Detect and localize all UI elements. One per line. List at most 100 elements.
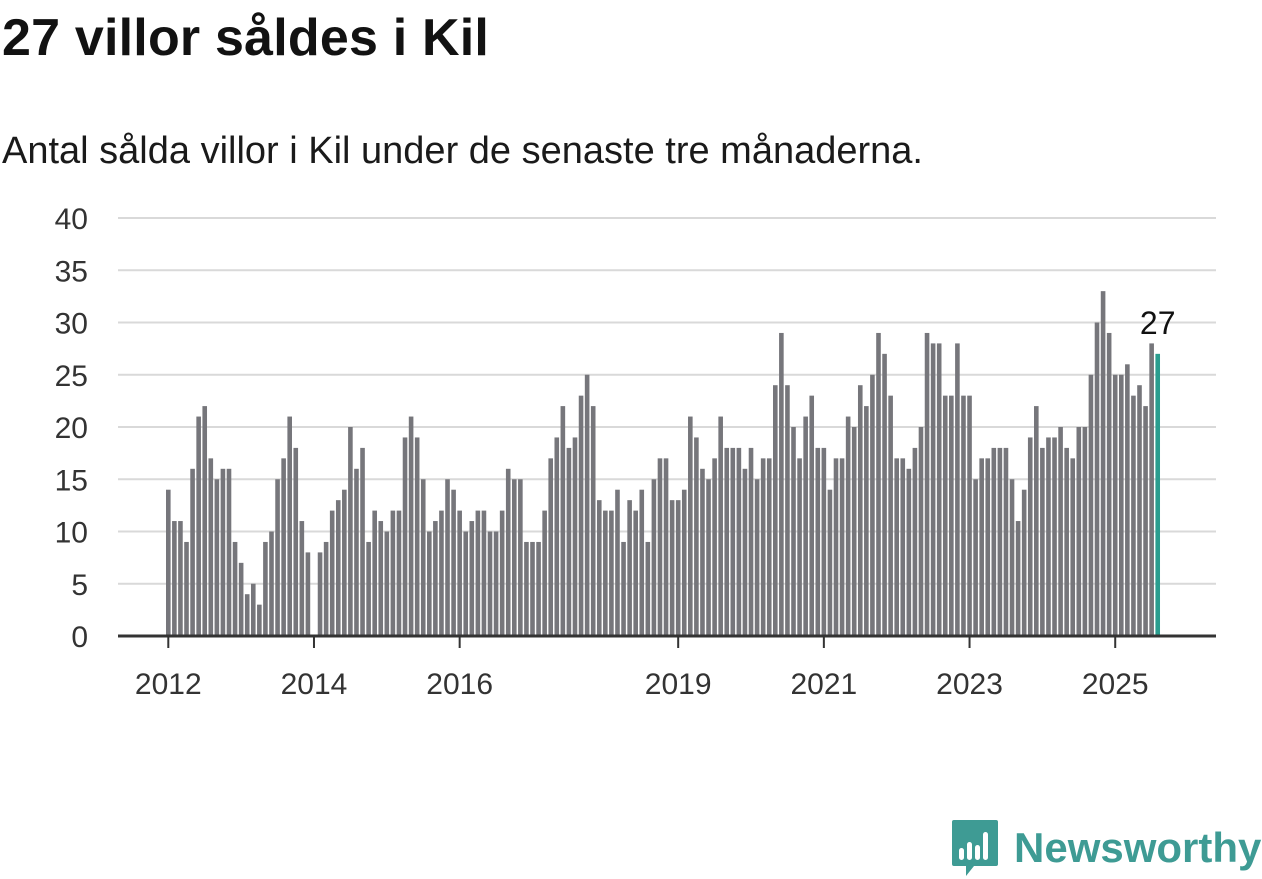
bar [997, 447, 1003, 636]
bar [797, 458, 802, 636]
bar [560, 406, 566, 636]
bar [906, 468, 912, 636]
bar [851, 427, 857, 636]
y-axis-ticks: 0 5 10 15 20 25 30 35 40 [55, 203, 88, 654]
bar [287, 416, 292, 636]
bar [178, 521, 183, 636]
bar [736, 447, 742, 636]
bar [1052, 437, 1057, 636]
bar [354, 468, 359, 636]
bar [250, 583, 256, 636]
y-tick-label: 10 [55, 517, 88, 550]
bar [1137, 385, 1142, 636]
bar [335, 500, 341, 636]
bar [633, 510, 638, 636]
bar [961, 395, 966, 636]
bar [967, 395, 972, 636]
bar [378, 521, 384, 636]
bar [402, 437, 408, 636]
bar [208, 458, 214, 636]
bar [1015, 521, 1021, 636]
bar [1088, 374, 1094, 636]
brand-name: Newsworthy [1014, 824, 1262, 871]
bar [1131, 395, 1136, 636]
bar [1112, 374, 1118, 636]
bar [1118, 374, 1124, 636]
bar [420, 479, 426, 636]
bar [475, 510, 481, 636]
bar [214, 479, 220, 636]
y-tick-label: 20 [55, 412, 88, 445]
bar [572, 437, 578, 636]
y-tick-label: 0 [71, 621, 88, 654]
bar [427, 531, 432, 636]
bar [1125, 364, 1130, 636]
bar [864, 406, 869, 636]
bar [694, 437, 699, 636]
bar [754, 479, 760, 636]
bar [342, 489, 347, 636]
bar [779, 332, 784, 636]
bar [1094, 322, 1100, 636]
bar [760, 458, 766, 636]
bar [493, 531, 499, 636]
bar [390, 510, 396, 636]
y-tick-label: 35 [55, 255, 88, 288]
bar [1100, 291, 1106, 636]
bar [1076, 427, 1082, 636]
bar [1082, 427, 1088, 636]
bar [530, 541, 535, 636]
bar [202, 406, 208, 636]
bar [518, 479, 523, 636]
bar [445, 479, 450, 636]
bar [372, 510, 377, 636]
bar [621, 541, 626, 636]
bar [791, 427, 796, 636]
bar [1058, 427, 1063, 636]
y-tick-label: 40 [55, 203, 88, 236]
bar [955, 343, 960, 636]
bar [439, 510, 444, 636]
bar [396, 510, 402, 636]
bar [317, 552, 323, 636]
y-tick-label: 5 [71, 569, 88, 602]
bar [718, 416, 723, 636]
bar [730, 447, 736, 636]
bar [323, 541, 329, 636]
bar [1009, 479, 1015, 636]
bar [263, 541, 268, 636]
bar [918, 427, 924, 636]
bar [293, 447, 299, 636]
last-value-label: 27 [1140, 305, 1176, 341]
bar [542, 510, 547, 636]
bar [876, 332, 881, 636]
bar [232, 541, 238, 636]
bar [973, 479, 978, 636]
y-tick-label: 25 [55, 360, 88, 393]
bar [803, 416, 808, 636]
bar [870, 374, 875, 636]
chart-title: 27 villor såldes i Kil [2, 9, 490, 67]
bar [190, 468, 195, 636]
bar [281, 458, 286, 636]
bar [888, 395, 893, 636]
chart-subtitle: Antal sålda villor i Kil under de senast… [2, 130, 923, 172]
bar [172, 521, 177, 636]
bar [603, 510, 608, 636]
bar [912, 447, 918, 636]
bar [827, 489, 833, 636]
y-tick-label: 30 [55, 308, 88, 341]
bar [1106, 332, 1112, 636]
bar [706, 479, 711, 636]
bar [645, 541, 651, 636]
bar [1003, 447, 1009, 636]
bar [269, 531, 274, 636]
bar [384, 531, 390, 636]
bar [329, 510, 335, 636]
bar [451, 489, 456, 636]
x-tick-label: 2021 [790, 668, 857, 701]
bar [590, 406, 596, 636]
bar [949, 395, 954, 636]
x-axis-ticks: 2012 2014 2016 2019 2021 2023 2025 [135, 636, 1149, 701]
